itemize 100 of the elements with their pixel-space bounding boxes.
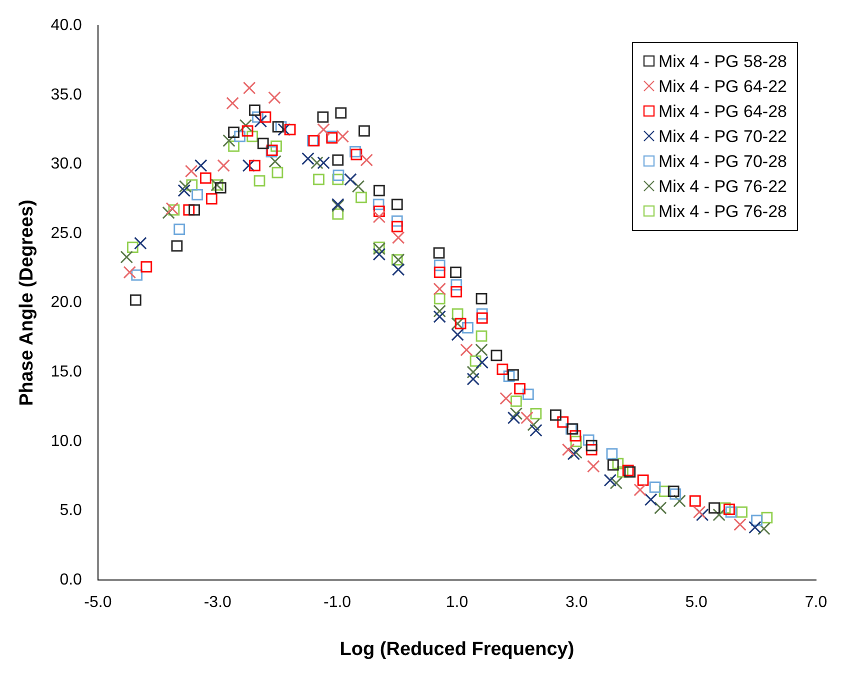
point <box>226 96 239 110</box>
point <box>184 164 198 178</box>
point <box>450 286 462 298</box>
point <box>604 474 617 487</box>
point <box>475 344 488 356</box>
point <box>570 446 582 459</box>
point <box>692 506 706 518</box>
legend-label: Mix 4 - PG 58-28 <box>658 50 787 73</box>
point <box>670 488 682 500</box>
point <box>433 247 445 259</box>
point <box>654 502 667 514</box>
point <box>434 292 446 304</box>
point <box>634 484 646 496</box>
point <box>302 152 314 166</box>
point <box>372 198 384 210</box>
point <box>606 448 618 460</box>
point <box>168 204 180 216</box>
point <box>451 317 464 330</box>
point <box>510 396 522 407</box>
point <box>360 154 374 166</box>
point <box>610 476 623 490</box>
point <box>217 159 230 172</box>
point <box>649 481 661 493</box>
point <box>696 508 709 522</box>
point <box>126 242 138 254</box>
point <box>278 123 290 136</box>
point <box>433 310 446 324</box>
point <box>758 522 770 536</box>
point <box>130 294 142 306</box>
point <box>162 206 175 220</box>
point <box>392 263 405 276</box>
point <box>174 224 186 236</box>
point <box>260 111 272 123</box>
point <box>392 231 405 244</box>
point <box>268 155 282 168</box>
y-tick-label: 10.0 <box>50 432 82 450</box>
point <box>736 506 748 518</box>
point <box>134 236 147 250</box>
point <box>462 322 474 334</box>
point <box>317 156 330 170</box>
point <box>460 344 473 356</box>
y-tick-label: 15.0 <box>50 364 82 381</box>
point <box>358 125 370 137</box>
point <box>120 250 134 264</box>
point <box>332 170 344 181</box>
x-tick-label: -1.0 <box>324 594 352 612</box>
point <box>373 206 385 218</box>
point <box>257 138 269 150</box>
point <box>500 392 512 405</box>
x-tick-label: 3.0 <box>566 594 588 612</box>
point <box>178 180 192 193</box>
point <box>503 370 515 382</box>
point <box>637 474 649 486</box>
point <box>242 159 256 172</box>
point <box>508 369 519 381</box>
point <box>507 411 520 424</box>
point <box>570 430 582 442</box>
point <box>272 121 284 132</box>
point <box>567 447 580 460</box>
x-tick-label: 5.0 <box>685 594 708 612</box>
point <box>451 328 464 342</box>
point <box>391 220 403 232</box>
point <box>434 266 446 278</box>
y-tick-label: 0.0 <box>60 571 82 588</box>
point <box>466 372 480 386</box>
point <box>356 192 367 204</box>
point <box>689 495 701 507</box>
y-tick-label: 35.0 <box>50 86 82 104</box>
point <box>140 261 152 272</box>
point <box>194 159 208 172</box>
point <box>234 130 246 142</box>
y-tick-label: 40.0 <box>50 17 82 34</box>
point <box>496 364 508 376</box>
point <box>751 514 762 526</box>
point <box>171 240 183 252</box>
point <box>450 266 462 278</box>
point <box>514 383 526 394</box>
point <box>272 166 284 178</box>
point <box>249 104 260 116</box>
point <box>434 260 446 272</box>
point <box>310 156 324 170</box>
point <box>131 269 143 281</box>
point <box>550 409 562 421</box>
legend-label: Mix 4 - PG 70-28 <box>658 150 787 173</box>
point <box>644 493 658 506</box>
x-tick-label: 7.0 <box>804 594 828 612</box>
point <box>246 130 258 142</box>
y-tick-label: 5.0 <box>60 502 82 520</box>
point <box>734 518 746 531</box>
point <box>476 330 488 342</box>
legend-label: Mix 4 - PG 64-22 <box>658 76 787 98</box>
point <box>433 282 446 296</box>
point <box>332 174 344 186</box>
point <box>350 148 362 160</box>
legend-label: Mix 4 - PG 76-22 <box>658 176 787 198</box>
point <box>372 248 386 261</box>
point <box>254 175 266 187</box>
point <box>470 355 482 367</box>
point <box>510 407 523 420</box>
point <box>725 506 737 518</box>
